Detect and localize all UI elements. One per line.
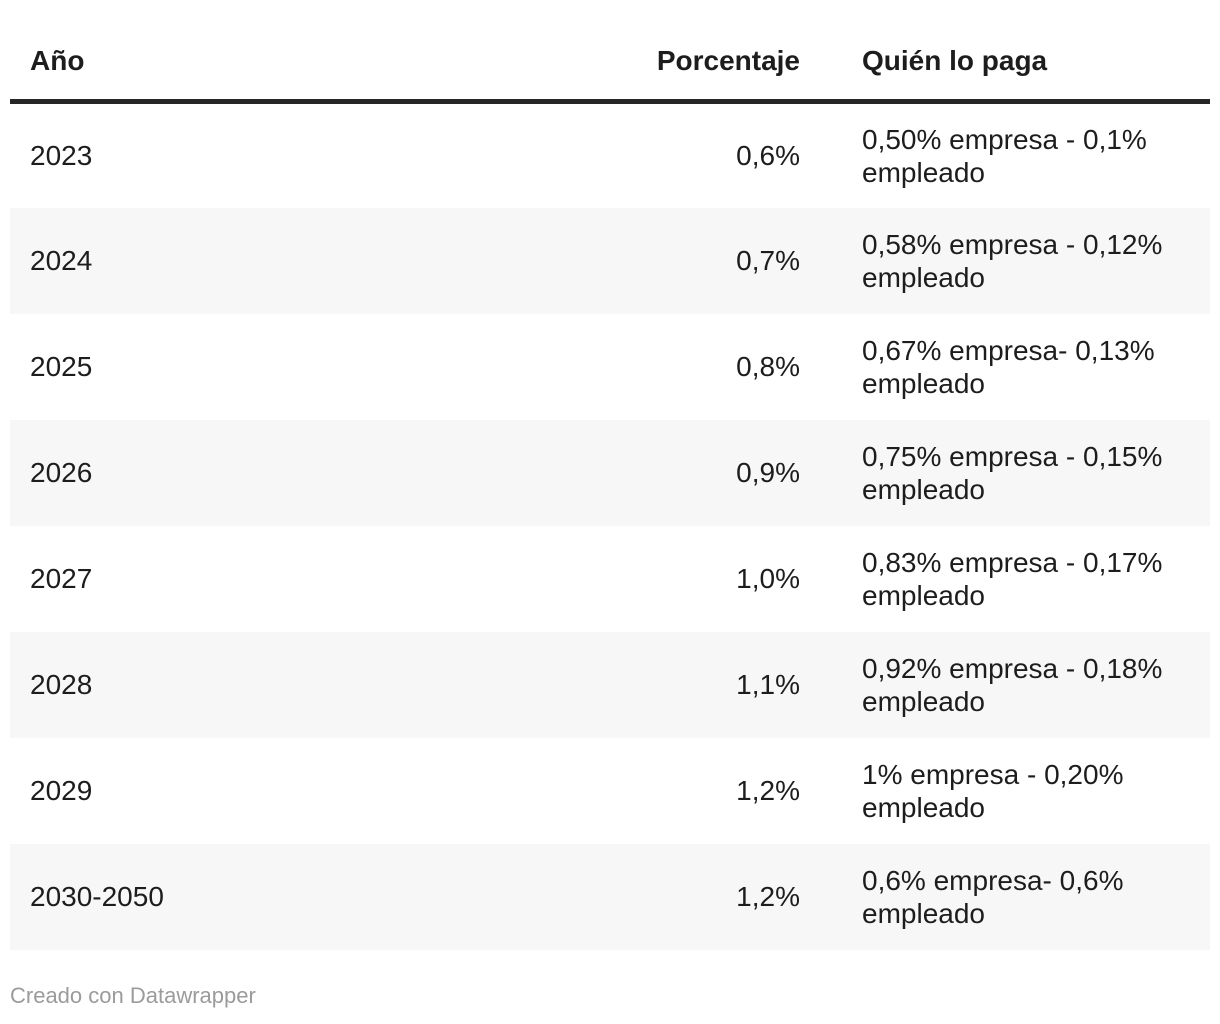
cell-year: 2029 [30, 775, 93, 806]
table-row: 2024 0,7% 0,58% empresa - 0,12% empleado [10, 207, 1210, 314]
header-row: Año Porcentaje Quién lo paga [10, 0, 1210, 104]
cell-percentage: 0,6% [736, 140, 800, 172]
cell-who-pays: 0,58% empresa - 0,12% empleado [862, 228, 1163, 293]
data-table: Año Porcentaje Quién lo paga 2023 0,6% 0,5… [10, 0, 1210, 950]
column-header-porcentaje: Porcentaje [620, 0, 800, 104]
cell-year: 2023 [30, 140, 93, 172]
table-row: 2030-2050 1,2% 0,6% empresa- 0,6% empleado [10, 843, 1210, 950]
column-header-ano: Año [10, 0, 620, 104]
cell-year: 2030-2050 [30, 881, 164, 912]
cell-who-pays: 0,92% empresa - 0,18% empleado [862, 652, 1163, 717]
cell-percentage: 0,7% [736, 245, 800, 276]
cell-percentage: 1,0% [736, 563, 800, 594]
column-header-quien-lo-paga: Quién lo paga [800, 0, 1210, 104]
cell-year: 2028 [30, 669, 93, 700]
table-row: 2026 0,9% 0,75% empresa - 0,15% empleado [10, 419, 1210, 526]
cell-percentage: 0,9% [736, 457, 800, 488]
cell-who-pays: 0,50% empresa - 0,1% empleado [862, 123, 1147, 188]
cell-who-pays: 1% empresa - 0,20% empleado [862, 758, 1124, 823]
cell-year: 2026 [30, 457, 93, 488]
cell-year: 2024 [30, 245, 93, 276]
cell-year: 2025 [30, 351, 93, 382]
cell-percentage: 1,2% [736, 775, 800, 806]
cell-who-pays: 0,83% empresa - 0,17% empleado [862, 546, 1163, 611]
cell-percentage: 1,2% [736, 881, 800, 912]
cell-year: 2027 [30, 563, 93, 594]
cell-who-pays: 0,6% empresa- 0,6% empleado [862, 864, 1124, 929]
table-row: 2023 0,6% 0,50% empresa - 0,1% empleado [10, 102, 1210, 208]
datawrapper-credit-link[interactable]: Creado con Datawrapper [10, 982, 256, 1008]
cell-percentage: 0,8% [736, 351, 800, 382]
cell-percentage: 1,1% [736, 669, 800, 700]
cell-who-pays: 0,67% empresa- 0,13% empleado [862, 334, 1155, 399]
attribution: Creado con Datawrapper [10, 983, 1210, 1009]
table-row: 2025 0,8% 0,67% empresa- 0,13% empleado [10, 314, 1210, 420]
table-row: 2028 1,1% 0,92% empresa - 0,18% empleado [10, 631, 1210, 738]
table-row: 2027 1,0% 0,83% empresa - 0,17% empleado [10, 526, 1210, 632]
table-body: 2023 0,6% 0,50% empresa - 0,1% empleado 202… [10, 102, 1210, 950]
table-row: 2029 1,2% 1% empresa - 0,20% empleado [10, 738, 1210, 844]
cell-who-pays: 0,75% empresa - 0,15% empleado [862, 440, 1163, 505]
